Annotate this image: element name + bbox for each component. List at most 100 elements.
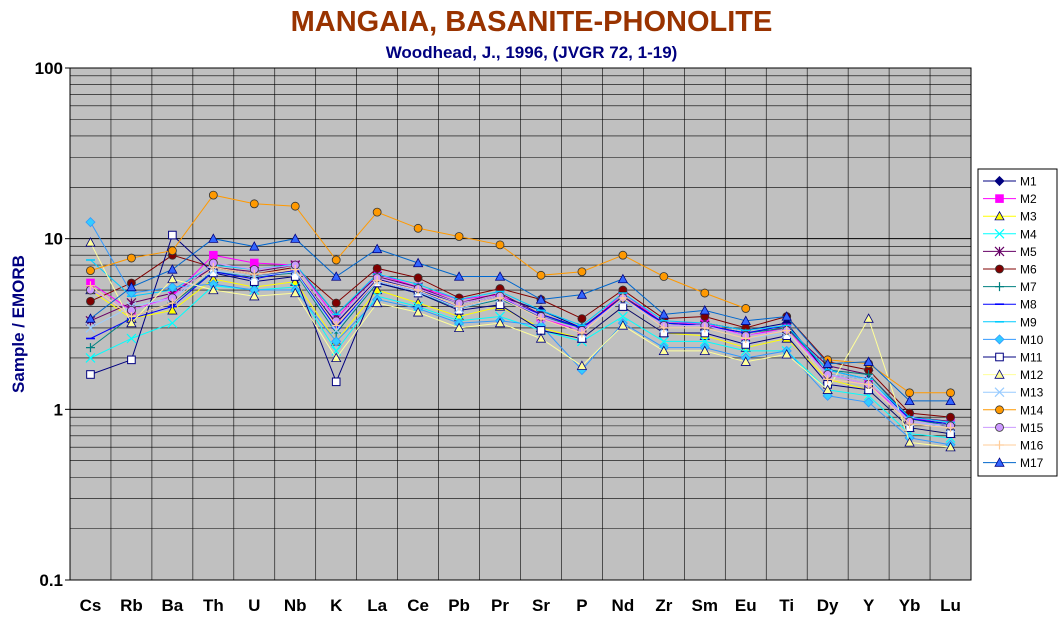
legend-marker [994, 228, 1005, 239]
data-point [126, 281, 137, 292]
data-point [167, 318, 178, 329]
data-point [290, 287, 301, 298]
data-point [126, 311, 136, 321]
legend-marker [994, 457, 1005, 467]
legend-label: M10 [1020, 333, 1044, 347]
x-tick-label: Sr [532, 596, 550, 615]
x-tick-label: Pr [491, 596, 509, 615]
data-point [659, 323, 669, 333]
legend: M1 M2 M3 M4 M5 M6 M7 M8 M9 M10 M11 M12 M13 M14 M15 M16 M… [977, 168, 1058, 477]
data-point [781, 311, 792, 321]
legend-label: M12 [1020, 368, 1044, 382]
data-point [863, 397, 874, 408]
chart-subtitle: Woodhead, J., 1996, (JVGR 72, 1-19) [385, 43, 678, 62]
data-point [822, 384, 833, 394]
x-tick-label: Nb [284, 596, 307, 615]
data-point [494, 317, 506, 328]
legend-box [977, 168, 1058, 477]
legend-entry: M12 [983, 368, 1044, 382]
data-point [945, 441, 956, 452]
data-point [823, 374, 833, 384]
legend-label: M4 [1020, 227, 1037, 241]
data-point [577, 328, 587, 338]
data-point [331, 352, 342, 363]
x-tick-label: Ce [407, 596, 429, 615]
legend-entry: M13 [983, 386, 1044, 400]
data-point [372, 207, 382, 217]
legend-entry: M3 [983, 210, 1037, 224]
x-tick-label: Rb [120, 596, 143, 615]
data-point [946, 388, 955, 398]
data-point [700, 288, 710, 298]
series-line [90, 242, 951, 448]
legend-entry: M7 [983, 280, 1037, 294]
chart-title: MANGAIA, BASANITE-PHONOLITE [290, 6, 773, 38]
data-point [740, 356, 751, 366]
plot-border [69, 67, 972, 581]
data-point [208, 233, 219, 243]
data-point [658, 336, 669, 347]
series-line [90, 221, 951, 446]
legend-entry: M15 [983, 421, 1044, 435]
legend-entry: M5 [983, 245, 1037, 259]
series-m16 [85, 262, 956, 433]
series-line [90, 266, 951, 429]
data-point [741, 304, 751, 313]
data-point [864, 379, 874, 389]
legend-label: M15 [1020, 421, 1044, 435]
data-point [535, 333, 547, 343]
data-point [904, 437, 915, 447]
data-point [905, 419, 915, 429]
x-tick-label: Lu [940, 596, 961, 615]
data-point [495, 293, 505, 303]
legend-label: M6 [1020, 263, 1037, 277]
data-point [905, 388, 914, 398]
data-point [659, 272, 669, 281]
data-point [331, 377, 341, 387]
data-point [863, 356, 874, 366]
data-point [372, 263, 382, 273]
data-point [699, 336, 710, 347]
x-tick-label: P [576, 596, 587, 615]
data-point [126, 317, 137, 328]
legend-label: M14 [1020, 403, 1044, 417]
x-tick-label: Dy [817, 596, 839, 615]
data-point [535, 294, 547, 304]
data-point [167, 273, 178, 284]
x-tick-label: Eu [735, 596, 757, 615]
data-point [249, 269, 259, 279]
legend-entry: M10 [983, 333, 1044, 347]
data-point [290, 201, 300, 211]
x-tick-label: Th [203, 596, 224, 615]
data-point [904, 395, 915, 406]
legend-entry: M8 [983, 298, 1037, 312]
x-tick-label: Nd [612, 596, 635, 615]
data-point [167, 298, 177, 308]
data-point [617, 273, 629, 284]
legend-entry: M2 [983, 192, 1037, 206]
data-point [577, 267, 587, 277]
series-line [90, 262, 951, 427]
legend-entry: M14 [983, 403, 1044, 417]
data-point [781, 349, 792, 359]
legend-marker [995, 282, 1004, 292]
data-point [371, 243, 383, 254]
legend-marker [994, 334, 1005, 345]
legend-label: M17 [1020, 456, 1044, 470]
data-point [167, 305, 178, 315]
data-point [127, 253, 136, 263]
data-point [782, 325, 792, 335]
data-point [85, 217, 96, 228]
legend-marker [995, 440, 1004, 450]
data-point [454, 302, 464, 312]
x-tick-label: Y [863, 596, 875, 615]
data-point [412, 257, 424, 268]
data-point [290, 233, 301, 243]
x-tick-label: Zr [655, 596, 672, 615]
data-point [86, 296, 95, 306]
data-point [946, 423, 956, 433]
data-point [331, 325, 342, 336]
y-axis-label: Sample / EMORB [9, 255, 28, 393]
legend-marker [994, 369, 1005, 379]
data-point [371, 297, 383, 308]
